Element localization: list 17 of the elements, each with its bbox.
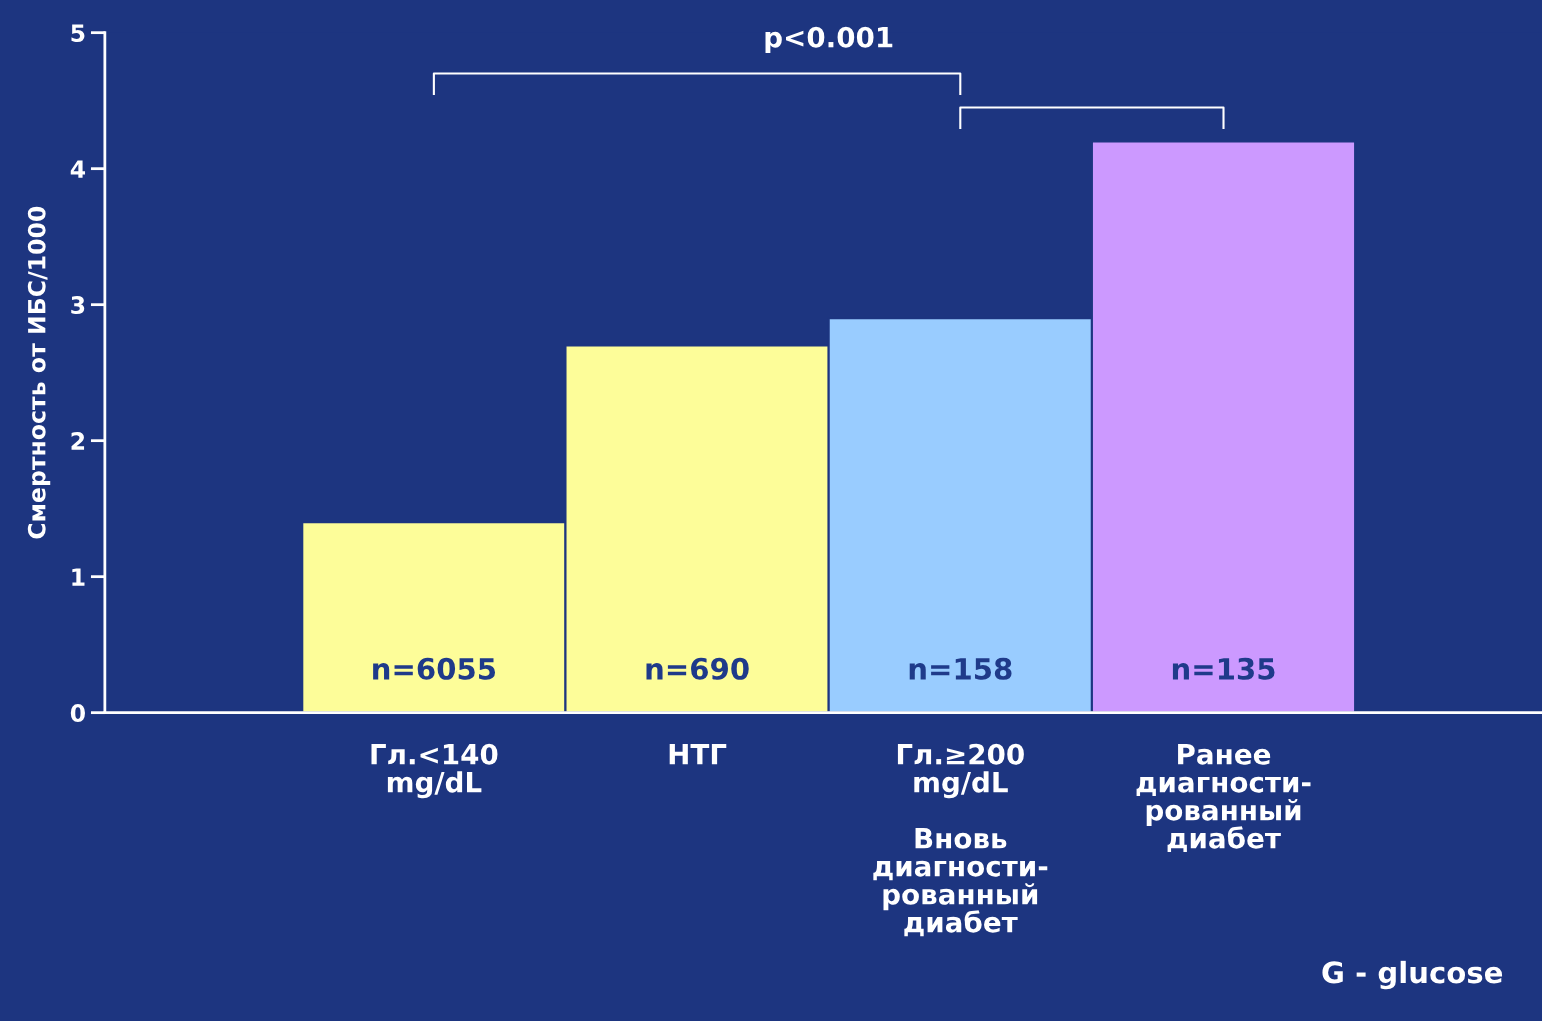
text: G - glucose [1322, 960, 1503, 990]
annotation: n=158 [909, 657, 1012, 680]
y-tick-label: 3 [71, 296, 85, 314]
y-tick-label: 2 [71, 432, 85, 450]
x-tick-label: Гл.≥200 mg/dL Вновь диагности- рованный диабет [873, 743, 1048, 937]
annotation: n=135 [1172, 657, 1275, 680]
y-tick-label: 1 [72, 568, 85, 586]
y-tick-label: 0 [70, 704, 85, 722]
x-tick-label: Гл.<140 mg/dL [371, 743, 498, 799]
annotation: n=690 [646, 657, 749, 680]
y-tick-label: 5 [71, 24, 85, 42]
y-axis-title: Смертность от ИБС/1000 [27, 206, 51, 539]
x-tick-label: НТГ [669, 744, 727, 765]
y-tick-label: 4 [70, 160, 86, 178]
annotation: p<0.001 [765, 26, 893, 54]
x-tick-label: Ранее диагности- рованный диабет [1136, 744, 1311, 853]
annotation: n=6055 [373, 657, 496, 680]
